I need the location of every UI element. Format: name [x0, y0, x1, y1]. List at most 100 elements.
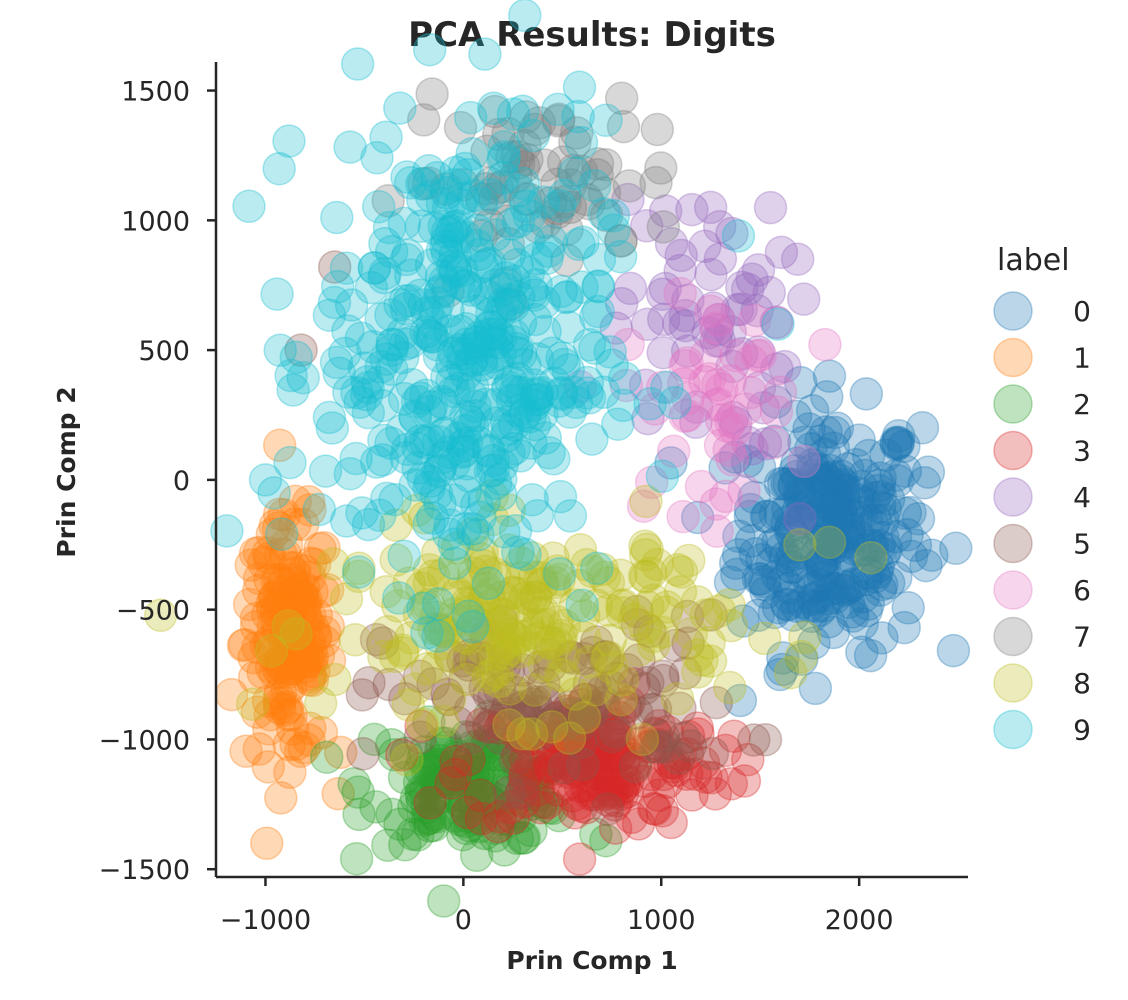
series-0-point	[774, 543, 808, 578]
series-6-point	[667, 366, 701, 401]
series-2-point	[487, 833, 522, 867]
series-4-point	[759, 305, 794, 340]
series-1-point	[242, 561, 277, 596]
series-2-point	[480, 738, 514, 772]
series-8-point	[526, 566, 560, 600]
series-5-point	[620, 607, 655, 642]
series-5-point	[563, 701, 597, 735]
series-9-point	[525, 375, 559, 410]
series-9-point	[559, 385, 594, 420]
series-8-point	[316, 547, 351, 581]
series-0-point	[723, 683, 758, 718]
series-6-point	[710, 409, 745, 443]
series-1-point	[307, 531, 341, 565]
series-3-point	[404, 709, 438, 743]
series-9-point	[387, 206, 422, 241]
series-0-point	[772, 580, 806, 614]
series-3-point	[615, 742, 650, 776]
series-8-point	[467, 584, 501, 618]
series-0-point	[831, 525, 866, 559]
series-7-point	[528, 205, 563, 239]
series-0-point	[795, 394, 830, 428]
series-6-point	[700, 368, 735, 402]
series-5-point	[610, 652, 644, 687]
series-8-point	[481, 620, 516, 654]
series-8-point	[468, 554, 503, 589]
series-5-point	[563, 708, 597, 743]
series-9-point	[607, 361, 642, 395]
legend-label-0: 0	[1073, 295, 1091, 328]
series-6-point	[709, 479, 743, 514]
series-9-point	[508, 537, 542, 572]
series-2-point	[421, 747, 455, 782]
series-5-point	[491, 654, 526, 688]
series-1-point	[250, 826, 284, 861]
series-1-point	[277, 556, 311, 591]
series-8-point	[649, 595, 683, 629]
series-0-point	[785, 555, 819, 589]
series-3-point	[496, 801, 531, 835]
series-2-point	[410, 790, 444, 825]
series-3-point	[642, 778, 676, 813]
series-1-point	[292, 624, 326, 658]
series-3-point	[680, 711, 715, 745]
series-9-point	[389, 292, 424, 326]
series-4-point	[713, 314, 747, 349]
series-6-points	[563, 276, 842, 548]
series-9-point	[550, 279, 585, 314]
series-7-point	[406, 103, 441, 137]
series-9-point	[435, 363, 469, 398]
series-1-point	[301, 638, 336, 673]
series-0-point	[848, 458, 882, 493]
series-2-point	[514, 813, 548, 848]
series-4-point	[629, 209, 664, 243]
series-9-point	[483, 297, 517, 331]
series-8-point	[508, 580, 543, 615]
series-3-point	[557, 751, 592, 786]
series-0-point	[780, 589, 814, 623]
series-9-point	[437, 374, 471, 409]
series-3-point	[587, 777, 622, 811]
series-4-point	[715, 349, 749, 384]
series-9-point	[333, 130, 367, 164]
series-0-point	[811, 505, 846, 540]
series-7-point	[489, 266, 523, 301]
series-0-point	[718, 546, 753, 580]
series-5-point	[499, 675, 534, 710]
series-5-point	[460, 616, 494, 651]
series-6-point	[701, 303, 736, 337]
series-1-point	[295, 575, 329, 609]
series-8-point	[423, 627, 458, 661]
series-0-point	[860, 555, 894, 590]
series-7-point	[540, 191, 574, 226]
series-8-point	[506, 717, 540, 751]
series-3-point	[545, 719, 579, 753]
series-1-point	[251, 750, 286, 784]
series-1-point	[273, 652, 308, 686]
series-1-point	[253, 562, 287, 597]
series-2-point	[396, 817, 430, 851]
series-8-point	[521, 621, 555, 656]
series-1-point	[280, 577, 315, 611]
series-2-point	[471, 723, 506, 758]
series-9-point	[582, 242, 617, 277]
series-9-point	[474, 318, 508, 352]
series-5-point	[569, 695, 603, 729]
series-2-point	[459, 838, 494, 873]
series-1-point	[239, 601, 274, 636]
series-0-point	[808, 467, 843, 502]
series-2-point	[420, 799, 454, 834]
series-9-point	[484, 462, 518, 496]
series-3-point	[591, 738, 625, 773]
series-7-point	[580, 157, 614, 192]
series-0-point	[863, 573, 898, 607]
series-9-point	[454, 378, 488, 412]
series-9-point	[464, 342, 499, 377]
series-0-point	[861, 473, 896, 508]
points-layer	[143, 0, 973, 918]
series-3-point	[574, 777, 608, 812]
series-9-point	[498, 514, 533, 548]
series-3-point	[637, 716, 672, 750]
series-0-point	[776, 518, 810, 553]
series-0-point	[734, 524, 769, 558]
